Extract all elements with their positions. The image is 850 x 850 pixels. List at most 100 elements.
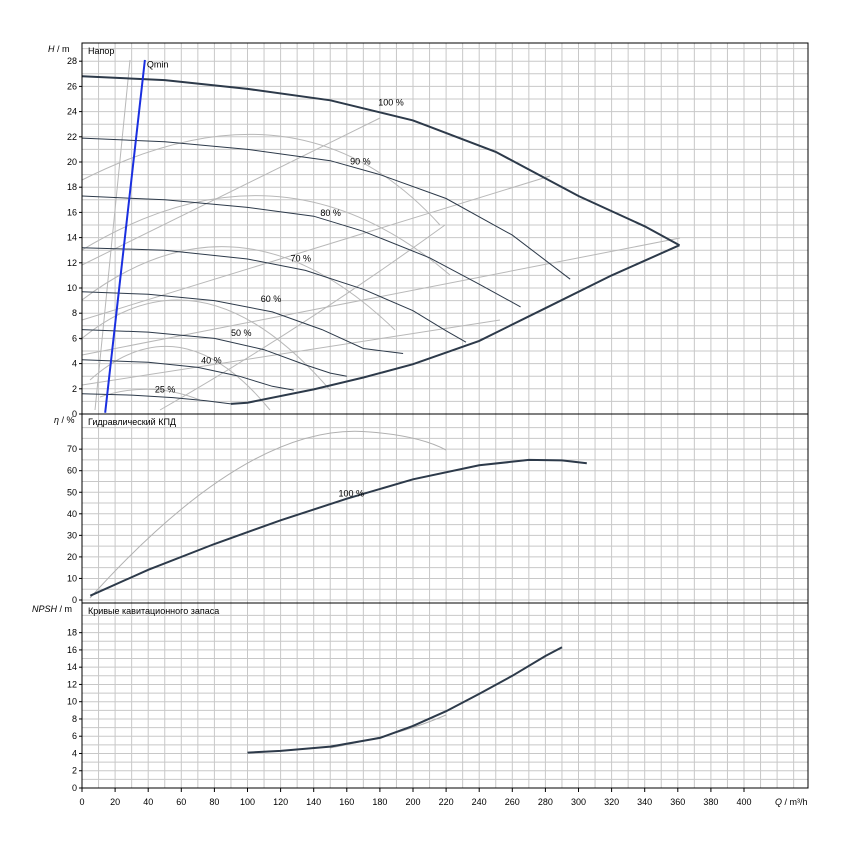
y-tick-label: 0 [72,409,77,419]
y-axis-label: H / m [48,44,70,54]
panel-title: Гидравлический КПД [88,417,176,427]
x-tick-label: 260 [505,797,520,807]
panel-frame-npsh [81,602,809,789]
y-tick-label: 20 [67,157,77,167]
series-curve-npsh-0 [247,646,563,754]
y-tick-label: 26 [67,81,77,91]
y-tick-label: 70 [67,444,77,454]
y-tick-label: 8 [72,714,77,724]
y-tick-label: 14 [67,233,77,243]
x-tick-label: 200 [405,797,420,807]
x-tick-label: 400 [736,797,751,807]
y-tick-label: 40 [67,509,77,519]
y-tick-label: 4 [72,359,77,369]
reference-curve [79,299,331,391]
y-tick-label: 4 [72,748,77,758]
x-tick-label: 140 [306,797,321,807]
reference-curve [89,345,271,411]
y-tick-label: 14 [67,662,77,672]
y-tick-label: 16 [67,207,77,217]
series-curve-head-2 [81,195,521,308]
reference-curve [99,388,201,401]
series-label: 100 % [378,97,404,107]
reference-curve [81,319,501,386]
series-label: 70 % [291,254,312,264]
y-axis-variable: NPSH [32,604,58,614]
y-tick-label: 22 [67,132,77,142]
x-axis-label: Q / m³/h [775,797,808,807]
y-axis-unit: / m [57,604,72,614]
x-tick-label: 60 [176,797,186,807]
y-axis-variable: H [48,44,55,54]
reference-curve [89,430,447,599]
reference-curve [81,246,396,331]
y-tick-label: 10 [67,573,77,583]
x-tick-label: 240 [472,797,487,807]
x-tick-label: 120 [273,797,288,807]
y-tick-label: 16 [67,645,77,655]
series-label: 25 % [155,385,176,395]
y-tick-label: 8 [72,308,77,318]
x-tick-label: 40 [143,797,153,807]
reference-curve [81,117,381,266]
y-tick-label: 60 [67,466,77,476]
series-label: 80 % [320,208,341,218]
x-tick-label: 80 [209,797,219,807]
y-axis-unit: / m [55,44,70,54]
x-axis-variable: Q [775,797,782,807]
y-tick-label: 18 [67,628,77,638]
x-tick-label: 280 [538,797,553,807]
x-tick-label: 0 [79,797,84,807]
series-curve-head-4 [81,291,404,354]
y-tick-label: 50 [67,487,77,497]
x-tick-label: 380 [703,797,718,807]
series-curve-efficiency-0 [89,458,587,597]
x-axis-unit: / m³/h [782,797,808,807]
y-tick-label: 20 [67,552,77,562]
y-tick-label: 10 [67,697,77,707]
x-tick-label: 300 [571,797,586,807]
series-curve-head-7 [81,393,231,405]
y-tick-label: 2 [72,766,77,776]
y-tick-label: 12 [67,258,77,268]
y-axis-variable: η [54,415,59,425]
x-tick-label: 320 [604,797,619,807]
y-tick-label: 12 [67,679,77,689]
series-curve-head-8 [230,244,680,405]
qmin-line [104,59,146,413]
x-tick-label: 340 [637,797,652,807]
panel-title: Напор [88,46,114,56]
y-axis-label: NPSH / m [32,604,72,614]
series-curve-head-3 [81,247,467,343]
plot-frame [81,42,809,789]
y-axis-label: η / % [54,415,75,425]
series-label: 40 % [201,356,222,366]
grid [81,43,808,789]
y-tick-label: 0 [72,783,77,793]
series-curve-head-1 [81,137,571,280]
y-tick-label: 0 [72,595,77,605]
reference-curve [159,224,446,411]
labels: 100 %90 %80 %70 %60 %50 %40 %25 %0246810… [32,44,808,807]
series-curve-head-5 [81,329,347,377]
y-tick-label: 10 [67,283,77,293]
reference-curve [81,195,451,276]
reference-curve [81,133,441,226]
series-label: 90 % [350,157,371,167]
panel-title: Кривые кавитационного запаса [88,606,219,616]
y-tick-label: 6 [72,731,77,741]
series-label: 100 % [339,489,365,499]
series-curve-head-0 [81,75,680,247]
x-tick-label: 160 [339,797,354,807]
x-tick-label: 100 [240,797,255,807]
y-tick-label: 30 [67,530,77,540]
x-tick-label: 20 [110,797,120,807]
y-tick-label: 18 [67,182,77,192]
x-tick-label: 180 [372,797,387,807]
y-tick-label: 6 [72,333,77,343]
reference-curve [81,175,551,321]
series-label: 60 % [261,294,282,304]
x-tick-label: 360 [670,797,685,807]
series-curves [81,59,680,754]
